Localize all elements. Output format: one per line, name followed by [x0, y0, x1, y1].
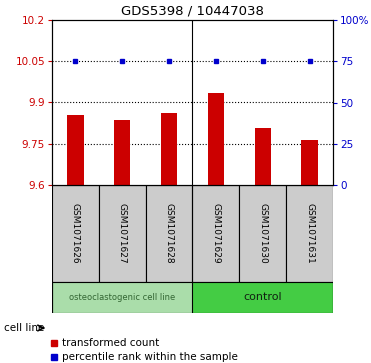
Bar: [161, 113, 177, 185]
Bar: [146, 185, 193, 282]
Bar: [193, 185, 239, 282]
Bar: [99, 185, 146, 282]
Text: GSM1071626: GSM1071626: [71, 203, 80, 264]
Text: GSM1071627: GSM1071627: [118, 203, 127, 264]
Text: cell line: cell line: [4, 323, 45, 333]
Text: percentile rank within the sample: percentile rank within the sample: [62, 352, 238, 362]
Bar: [239, 185, 286, 282]
Text: osteoclastogenic cell line: osteoclastogenic cell line: [69, 293, 175, 302]
Bar: [255, 128, 271, 185]
Bar: [193, 282, 333, 313]
Bar: [67, 115, 83, 185]
Text: GSM1071628: GSM1071628: [165, 203, 174, 264]
Text: GSM1071631: GSM1071631: [305, 203, 314, 264]
Bar: [114, 119, 131, 185]
Text: GSM1071629: GSM1071629: [211, 203, 220, 264]
Bar: [52, 185, 99, 282]
Bar: [52, 282, 193, 313]
Bar: [208, 93, 224, 185]
Text: GSM1071630: GSM1071630: [258, 203, 267, 264]
Title: GDS5398 / 10447038: GDS5398 / 10447038: [121, 4, 264, 17]
Text: control: control: [243, 293, 282, 302]
Text: transformed count: transformed count: [62, 338, 159, 348]
Bar: [286, 185, 333, 282]
Bar: [301, 140, 318, 185]
